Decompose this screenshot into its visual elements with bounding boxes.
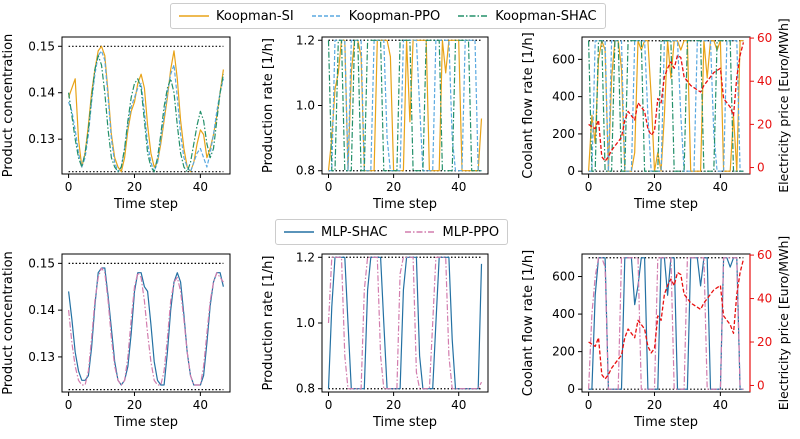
legend-item-koopman-ppo: Koopman-PPO (311, 8, 441, 24)
x-tick-label: 20 (386, 180, 401, 194)
y2-tick-label: 0 (757, 378, 765, 392)
y-tick-label: 400 (552, 90, 575, 104)
y2-tick-label: 60 (757, 248, 772, 262)
y-tick-label: 0.15 (28, 256, 55, 270)
y-tick-label: 600 (552, 52, 575, 66)
legend-label-koopman-shac: Koopman-SHAC (495, 8, 597, 24)
y2-axis-label: Electricity price [Euro/MWh] (776, 236, 791, 411)
y-tick-label: 0 (567, 382, 575, 396)
x-tick-label: 20 (386, 398, 401, 412)
series-mlp-ppo (327, 256, 483, 390)
series-mlp-ppo (68, 267, 224, 386)
y-axis-label: Product concentration (1, 34, 16, 178)
series-koopman-si (68, 45, 224, 173)
x-tick-label: 0 (65, 398, 73, 412)
y-tick-label: 1.2 (296, 33, 315, 47)
series-koopman-shac (327, 39, 482, 172)
x-tick-label: 20 (127, 398, 142, 412)
legend-label-mlp-shac: MLP-SHAC (321, 224, 388, 240)
legend-top: Koopman-SI Koopman-PPO Koopman-SHAC (170, 3, 606, 29)
legend-item-mlp-shac: MLP-SHAC (284, 225, 387, 240)
y2-tick-label: 0 (757, 161, 765, 175)
y-tick-label: 0 (567, 164, 575, 178)
legend-label-koopman-ppo: Koopman-PPO (348, 8, 441, 24)
y-tick-label: 0.8 (296, 382, 315, 396)
y-tick-label: 0.8 (296, 164, 315, 178)
y-axis-label: Production rate [1/h] (261, 256, 276, 391)
x-tick-label: 40 (193, 180, 208, 194)
series-mlp-shac (68, 267, 224, 386)
series-koopman-ppo (68, 50, 224, 173)
x-tick-label: 0 (585, 398, 593, 412)
x-tick-label: 20 (127, 180, 142, 194)
x-axis-label: Time step (113, 197, 178, 212)
y2-tick-label: 40 (757, 74, 772, 88)
x-axis-label: Time step (372, 415, 437, 430)
y-tick-label: 0.15 (28, 39, 55, 53)
x-tick-label: 40 (193, 398, 208, 412)
series-mlp-shac (327, 256, 483, 390)
legend-item-mlp-ppo: MLP-PPO (405, 225, 499, 240)
x-tick-label: 0 (585, 180, 593, 194)
y2-tick-label: 40 (757, 292, 772, 306)
y2-axis-label: Electricity price [Euro/MWh] (776, 18, 791, 193)
x-tick-label: 20 (647, 398, 662, 412)
x-tick-label: 40 (451, 398, 466, 412)
x-axis-label: Time step (633, 197, 698, 212)
series-mlp-ppo (588, 257, 744, 390)
legend-label-koopman-si: Koopman-SI (216, 8, 294, 24)
y-tick-label: 0.13 (28, 132, 55, 146)
series-mlp-shac (588, 257, 744, 390)
series-electricity-price (588, 42, 745, 162)
series-koopman-shac (588, 40, 744, 172)
y-tick-label: 0.13 (28, 350, 55, 364)
series-koopman-si (588, 40, 744, 172)
x-tick-label: 0 (325, 398, 333, 412)
panel-bottom-production: 0 20 40 0.8 1.0 1.2 Time step Production rate [… (261, 250, 489, 430)
y-axis-label: Production rate [1/h] (261, 38, 276, 173)
panel-top-production: 0 20 40 0.8 1.0 1.2 Time step Production rate [… (261, 33, 489, 212)
y-tick-label: 1.0 (296, 99, 315, 113)
legend-item-koopman-si: Koopman-SI (179, 9, 294, 24)
series-koopman-ppo (588, 40, 744, 172)
legend-item-koopman-shac: Koopman-SHAC (458, 8, 597, 24)
y-axis-label: Coolant flow rate [1/h] (521, 250, 536, 397)
x-axis-label: Time step (113, 415, 178, 430)
x-tick-label: 40 (451, 180, 466, 194)
y-tick-label: 1.0 (296, 316, 315, 330)
x-axis-label: Time step (372, 197, 437, 212)
x-tick-label: 0 (325, 180, 333, 194)
series-electricity-price (588, 259, 745, 380)
y2-tick-label: 20 (757, 117, 772, 131)
y-axis-label: Product concentration (1, 251, 16, 395)
series-koopman-si (327, 39, 483, 172)
y-tick-label: 0.14 (28, 303, 55, 317)
y-tick-label: 600 (552, 270, 575, 284)
x-tick-label: 40 (713, 180, 728, 194)
axes-frame (61, 36, 231, 175)
panel-bottom-concentration: 0 20 40 0.13 0.14 0.15 Time step Product concen… (1, 251, 231, 430)
legend-bottom: MLP-SHAC MLP-PPO (275, 219, 509, 245)
y2-tick-label: 60 (757, 31, 772, 45)
y-tick-label: 200 (552, 127, 575, 141)
panel-top-concentration: 0 20 40 0.13 0.14 0.15 Time step Product concen… (1, 34, 231, 212)
y-tick-label: 400 (552, 307, 575, 321)
y-tick-label: 0.14 (28, 86, 55, 100)
x-tick-label: 0 (65, 180, 73, 194)
y-axis-label: Coolant flow rate [1/h] (521, 32, 536, 179)
axes-frame (61, 253, 231, 393)
x-tick-label: 40 (713, 398, 728, 412)
series-koopman-shac (68, 54, 224, 173)
y-tick-label: 200 (552, 345, 575, 359)
legend-label-mlp-ppo: MLP-PPO (442, 224, 500, 240)
y2-tick-label: 20 (757, 335, 772, 349)
y-tick-label: 1.2 (296, 250, 315, 264)
x-axis-label: Time step (633, 415, 698, 430)
x-tick-label: 20 (647, 180, 662, 194)
